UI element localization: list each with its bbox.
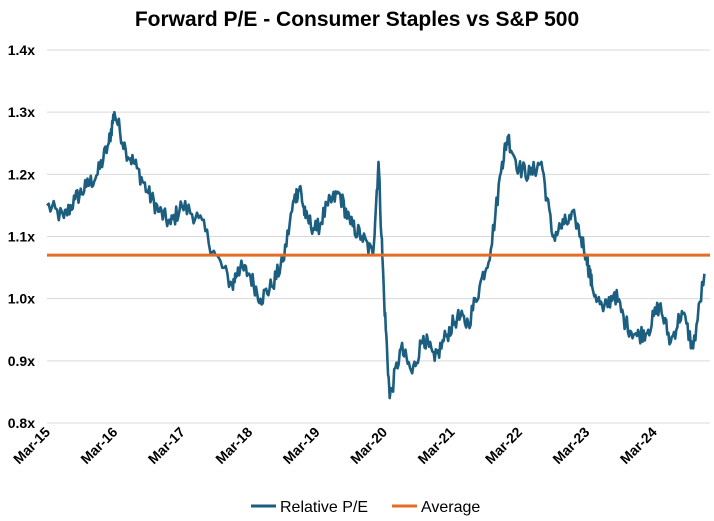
- y-axis-ticks: 0.8x 0.9x 1.0x 1.1x 1.2x 1.3x 1.4x: [8, 42, 35, 431]
- x-tick-label: Mar-21: [414, 424, 457, 467]
- x-tick-label: Mar-24: [617, 424, 660, 467]
- x-axis-ticks: Mar-15 Mar-16 Mar-17 Mar-18 Mar-19 Mar-20 Mar-…: [10, 424, 660, 467]
- x-tick-label: Mar-22: [482, 424, 525, 467]
- x-tick-label: Mar-20: [347, 424, 390, 467]
- series-line-relative-pe: [46, 110, 706, 400]
- gridlines: [47, 49, 710, 424]
- y-tick-label: 1.0x: [8, 291, 35, 307]
- y-tick-label: 1.2x: [8, 166, 35, 182]
- x-tick-label: Mar-18: [212, 424, 255, 467]
- legend-label-relative-pe: Relative P/E: [280, 499, 368, 516]
- x-tick-label: Mar-19: [280, 424, 323, 467]
- y-tick-label: 1.3x: [8, 104, 35, 120]
- y-tick-label: 0.9x: [8, 353, 35, 369]
- chart-title: Forward P/E - Consumer Staples vs S&P 50…: [135, 8, 579, 31]
- legend: Relative P/E Average: [251, 499, 480, 516]
- x-tick-label: Mar-17: [145, 424, 188, 467]
- y-tick-label: 1.1x: [8, 229, 35, 245]
- y-tick-label: 1.4x: [8, 42, 35, 58]
- x-tick-label: Mar-23: [549, 424, 592, 467]
- x-tick-label: Mar-16: [77, 424, 120, 467]
- series-layer: [46, 110, 710, 400]
- legend-label-average: Average: [421, 499, 480, 516]
- y-tick-label: 0.8x: [8, 415, 35, 431]
